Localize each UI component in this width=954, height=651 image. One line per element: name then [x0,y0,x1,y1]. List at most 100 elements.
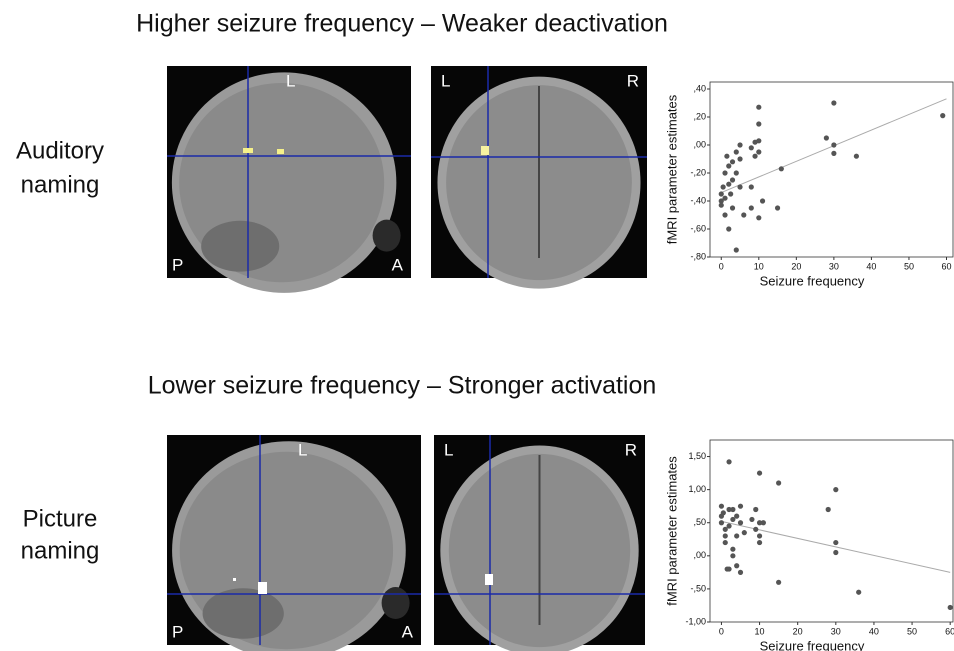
data-point [726,181,732,187]
data-point [774,205,781,211]
x-tick-label: 50 [907,626,917,636]
data-point [776,480,782,486]
data-point [940,113,946,119]
data-point [730,516,736,523]
data-point [831,142,837,148]
x-tick-label: 0 [719,626,724,636]
data-point [759,198,766,204]
data-point [760,520,766,526]
data-point [720,510,726,516]
y-tick-label: 1,00 [688,484,706,494]
data-point [730,506,736,513]
y-tick-label: -1,00 [685,616,706,626]
data-point [756,121,762,127]
y-tick-label: ,20 [693,111,706,121]
data-point [718,503,725,509]
data-point [726,523,732,529]
x-tick-label: 20 [791,261,801,271]
data-point [737,142,743,148]
y-axis-title: fMRI parameter estimates [664,456,679,606]
data-point [752,153,758,159]
data-point [749,516,755,523]
orientation-label: P [172,255,183,274]
task-label: naming [21,171,100,198]
x-tick-label: 0 [719,261,724,271]
data-point [756,138,762,144]
data-point [833,539,839,546]
cerebellum [202,588,284,639]
x-tick-label: 60 [945,626,954,636]
data-point [718,198,724,204]
data-point [853,153,860,159]
data-point [833,487,839,493]
eye [372,219,401,252]
data-point [729,159,736,165]
activation-blob [243,148,253,153]
data-point [823,135,829,141]
row-heading: Higher seizure frequency – Weaker deacti… [136,10,668,38]
y-tick-label: 1,50 [688,451,706,461]
y-tick-label: ,50 [693,517,706,527]
data-point [756,533,763,539]
data-point [734,533,740,539]
data-point [856,589,862,595]
y-tick-label: -,20 [690,167,706,177]
data-point [728,191,734,197]
data-point [722,212,728,218]
x-tick-label: 20 [793,626,803,636]
y-tick-label: -,50 [690,583,706,593]
data-point [724,153,730,159]
data-point [778,166,784,172]
activation-blob [277,149,284,154]
plot-frame [709,81,954,258]
task-label: naming [21,537,100,564]
eye [381,587,410,619]
data-point [733,149,739,155]
orientation-label: R [627,71,639,90]
data-point [720,184,726,190]
orientation-label: R [625,440,637,459]
data-point [729,177,736,183]
activation-blob [485,574,493,585]
data-point [733,170,739,176]
x-axis-title: Seizure frequency [760,273,865,288]
data-point [748,145,754,151]
data-point [748,184,754,190]
data-point [734,563,740,569]
data-point [722,533,728,539]
data-point [718,520,725,526]
data-point [756,149,762,155]
data-point [722,195,728,201]
data-point [726,506,732,513]
data-point [718,202,724,208]
data-point [756,520,763,526]
activation-blob [233,578,236,581]
data-point [831,150,837,156]
y-tick-label: -,40 [690,195,706,205]
data-point [825,506,831,513]
data-point [730,553,736,559]
x-axis-title: Seizure frequency [760,638,865,651]
data-point [729,205,736,211]
task-label: Picture [23,505,98,532]
y-tick-label: -,60 [690,223,706,233]
activation-blob [258,582,267,594]
x-tick-label: 10 [754,261,764,271]
data-point [718,191,724,197]
orientation-label: A [402,622,414,641]
data-point [733,247,739,253]
data-point [726,163,732,169]
orientation-label: P [172,622,183,641]
data-point [737,156,743,162]
x-tick-label: 30 [829,261,839,271]
data-point [737,184,743,190]
data-point [947,604,953,611]
data-point [726,566,732,572]
cerebellum [201,220,280,272]
x-tick-label: 10 [755,626,765,636]
data-point [726,226,732,232]
x-tick-label: 40 [869,626,879,636]
data-point [734,513,740,519]
data-point [756,470,763,476]
